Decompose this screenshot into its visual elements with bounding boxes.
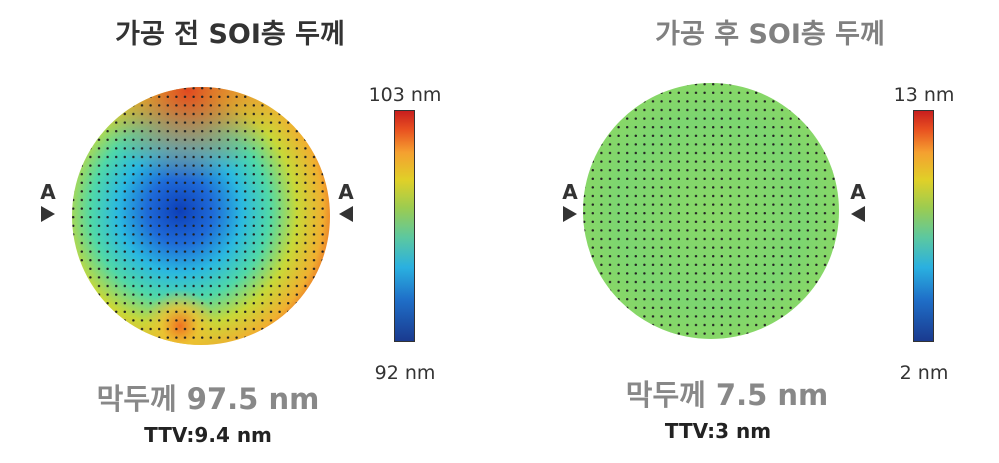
colorbar-after (913, 110, 934, 342)
triangle-right-icon (41, 206, 55, 222)
triangle-right-icon (563, 206, 577, 222)
ttv-value: TTV:9.4 nm (144, 423, 272, 447)
marker-label: A (40, 180, 56, 204)
colorbar-min-label: 92 nm (374, 362, 436, 384)
triangle-left-icon (851, 206, 865, 222)
colorbar-max-label: 103 nm (368, 84, 442, 106)
wafer-map-after (583, 83, 839, 339)
wafer-map-before (72, 87, 330, 345)
ttv-value: TTV:3 nm (664, 419, 772, 443)
marker-label: A (562, 180, 578, 204)
colorbar-max-label: 13 nm (893, 84, 955, 106)
section-marker-left: A (560, 182, 580, 222)
thickness-value: 막두께 97.5 nm (96, 382, 320, 416)
colorbar-min-label: 2 nm (899, 362, 949, 384)
section-marker-left: A (38, 182, 58, 222)
colorbar-before (394, 110, 415, 342)
panel-title-before: 가공 전 SOI층 두께 (115, 19, 345, 50)
section-marker-right: A (848, 182, 868, 222)
triangle-left-icon (339, 206, 353, 222)
marker-label: A (338, 180, 354, 204)
section-marker-right: A (336, 182, 356, 222)
marker-label: A (850, 180, 866, 204)
thickness-value: 막두께 7.5 nm (625, 378, 829, 412)
panel-title-after: 가공 후 SOI층 두께 (655, 19, 885, 50)
